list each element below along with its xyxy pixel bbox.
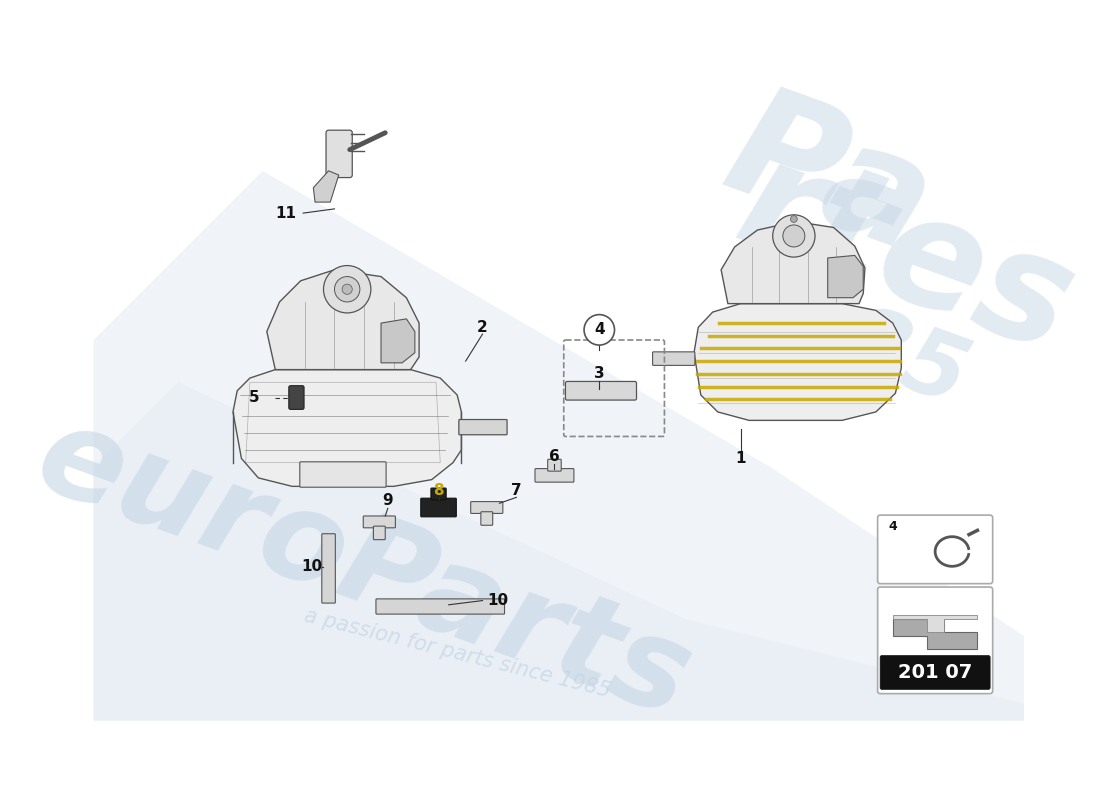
Text: 1985: 1985 [713,256,979,424]
FancyBboxPatch shape [459,419,507,434]
FancyBboxPatch shape [565,382,637,400]
Text: 4: 4 [594,322,605,338]
Polygon shape [722,222,865,304]
Circle shape [334,277,360,302]
Polygon shape [827,255,864,298]
FancyBboxPatch shape [652,352,695,366]
Text: 9: 9 [383,494,393,508]
Text: Pa: Pa [707,74,952,284]
Text: 2: 2 [477,320,488,335]
Text: 10: 10 [487,593,508,608]
Polygon shape [267,270,419,370]
Text: 201 07: 201 07 [898,663,972,682]
Polygon shape [694,304,901,420]
Polygon shape [233,370,461,486]
Text: 7: 7 [512,483,521,498]
Text: 1: 1 [735,451,746,466]
Text: 10: 10 [301,559,322,574]
Text: 8: 8 [433,483,444,498]
FancyBboxPatch shape [289,386,304,410]
FancyBboxPatch shape [471,502,503,514]
FancyBboxPatch shape [300,462,386,487]
Circle shape [783,225,805,247]
Text: 4: 4 [889,519,898,533]
Text: 5: 5 [249,390,260,405]
Text: a passion for parts since 1985: a passion for parts since 1985 [301,606,613,701]
Text: euroParts: euroParts [22,394,706,742]
FancyBboxPatch shape [431,488,447,500]
Polygon shape [381,319,415,363]
Polygon shape [94,382,1024,721]
Circle shape [342,284,352,294]
FancyBboxPatch shape [481,512,493,526]
FancyBboxPatch shape [421,498,456,517]
Text: rtes: rtes [719,126,1092,384]
Circle shape [791,216,798,222]
Circle shape [323,266,371,313]
Text: 6: 6 [549,450,560,464]
Polygon shape [314,171,339,202]
FancyBboxPatch shape [878,515,992,584]
Polygon shape [893,615,978,632]
FancyBboxPatch shape [363,516,395,528]
FancyBboxPatch shape [548,459,561,471]
Text: 3: 3 [594,366,605,382]
FancyBboxPatch shape [322,534,335,603]
FancyBboxPatch shape [326,130,352,178]
FancyBboxPatch shape [878,587,992,694]
FancyBboxPatch shape [880,655,990,690]
FancyBboxPatch shape [373,526,385,540]
Polygon shape [893,619,978,649]
Circle shape [772,214,815,257]
FancyBboxPatch shape [376,599,505,614]
Text: 11: 11 [276,206,297,221]
FancyBboxPatch shape [535,469,574,482]
Polygon shape [94,171,1024,721]
Circle shape [584,314,615,345]
